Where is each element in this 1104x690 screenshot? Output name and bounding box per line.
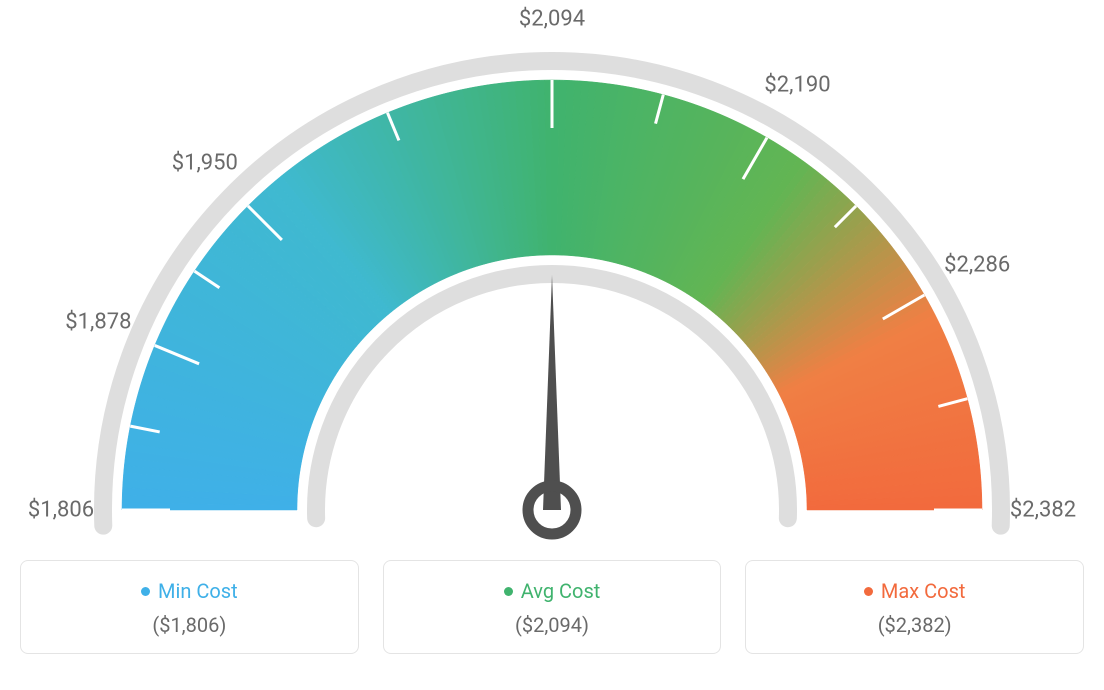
legend-title-label: Avg Cost bbox=[521, 579, 601, 603]
dot-icon bbox=[864, 587, 873, 596]
legend-card-min: Min Cost ($1,806) bbox=[20, 560, 359, 654]
legend-title-max: Max Cost bbox=[864, 579, 966, 603]
gauge-tick-label: $2,382 bbox=[1010, 498, 1076, 523]
dot-icon bbox=[504, 587, 513, 596]
legend-value-max: ($2,382) bbox=[878, 613, 952, 637]
legend-title-label: Min Cost bbox=[158, 579, 238, 603]
legend-title-label: Max Cost bbox=[881, 579, 966, 603]
gauge-tick-label: $1,950 bbox=[172, 150, 238, 175]
gauge-tick-label: $2,286 bbox=[944, 252, 1010, 277]
legend-card-max: Max Cost ($2,382) bbox=[745, 560, 1084, 654]
cost-gauge: $1,806$1,878$1,950$2,094$2,190$2,286$2,3… bbox=[20, 20, 1084, 540]
gauge-svg bbox=[20, 20, 1084, 540]
gauge-tick-label: $2,190 bbox=[764, 72, 830, 97]
gauge-tick-label: $2,094 bbox=[519, 7, 585, 32]
legend-value-min: ($1,806) bbox=[152, 613, 226, 637]
dot-icon bbox=[141, 587, 150, 596]
gauge-tick-label: $1,878 bbox=[65, 310, 131, 335]
legend-row: Min Cost ($1,806) Avg Cost ($2,094) Max … bbox=[20, 560, 1084, 654]
gauge-tick-label: $1,806 bbox=[28, 498, 94, 523]
legend-card-avg: Avg Cost ($2,094) bbox=[383, 560, 722, 654]
legend-value-avg: ($2,094) bbox=[515, 613, 589, 637]
legend-title-min: Min Cost bbox=[141, 579, 238, 603]
legend-title-avg: Avg Cost bbox=[504, 579, 601, 603]
